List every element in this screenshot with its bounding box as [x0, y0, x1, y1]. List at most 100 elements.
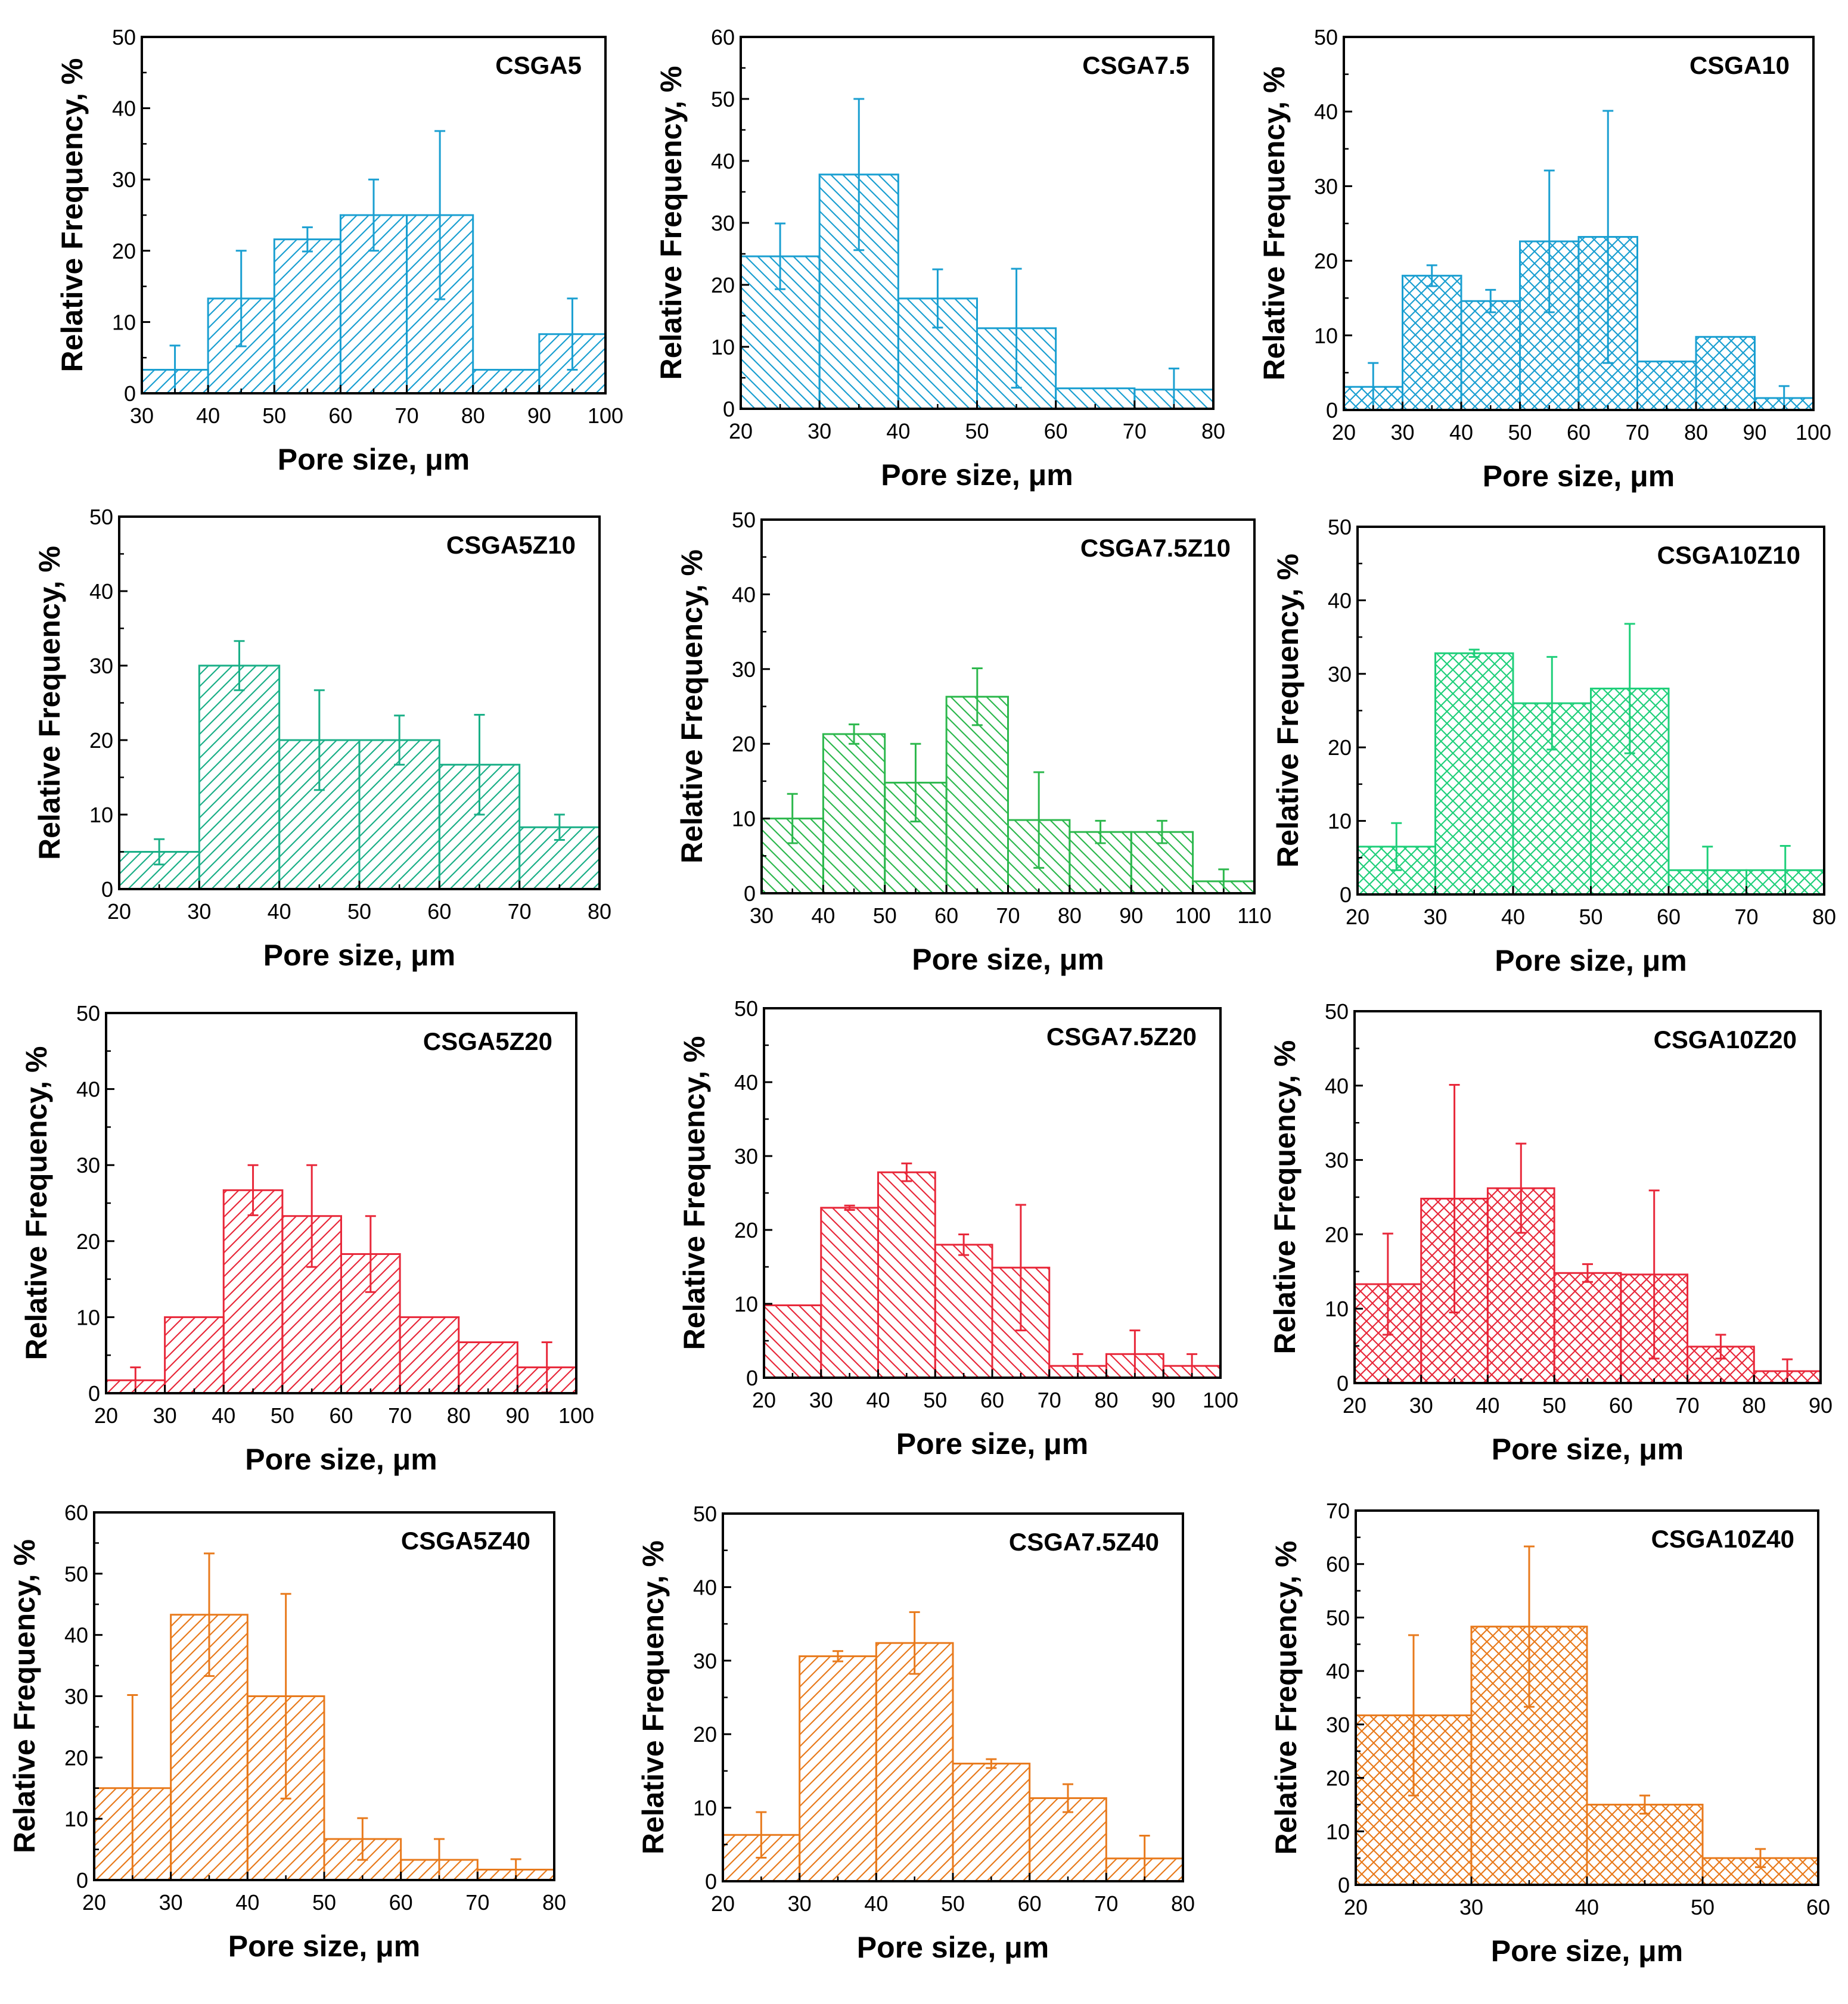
y-tick-label: 40 — [64, 1623, 88, 1648]
x-tick-label: 90 — [1119, 903, 1143, 928]
error-bar — [1449, 1084, 1460, 1313]
x-tick-label: 40 — [1449, 420, 1473, 445]
y-tick-label: 40 — [732, 582, 756, 607]
error-bar — [1468, 648, 1480, 658]
error-bar — [775, 222, 786, 290]
x-axis-label: Pore size, μm — [896, 1427, 1088, 1461]
error-bar — [844, 1204, 855, 1211]
x-tick-label: 20 — [729, 419, 753, 443]
error-bar — [1755, 1848, 1766, 1868]
histogram-bar — [799, 1655, 877, 1882]
y-tick-label: 20 — [1325, 1222, 1349, 1247]
error-bar — [1156, 819, 1167, 844]
chart-panel: 20 30 40 50 60 70 80 0 10 20 30 40 50 CSGA5Z10 Pore si… — [33, 505, 611, 1008]
x-tick-label: 40 — [1501, 905, 1525, 929]
histogram-chart: 30 40 50 60 70 80 90 100 0 10 20 30 40 50 CSGA5 Pore si… — [55, 25, 623, 476]
x-tick-label: 30 — [788, 1891, 812, 1916]
y-tick-label: 30 — [1325, 1148, 1349, 1173]
y-tick-label: 0 — [1340, 883, 1352, 907]
x-tick-label: 60 — [329, 1403, 353, 1428]
y-tick-label: 10 — [711, 335, 735, 359]
histogram-bar — [1434, 652, 1514, 896]
x-tick-label: 80 — [1201, 419, 1225, 443]
y-tick-label: 40 — [1325, 1074, 1349, 1098]
y-axis-label: Relative Frequency, % — [1257, 66, 1291, 380]
x-tick-label: 70 — [388, 1403, 412, 1428]
chart-title: CSGA5Z20 — [423, 1027, 552, 1055]
error-bar — [909, 1611, 920, 1675]
y-tick-label: 30 — [1314, 174, 1338, 198]
error-bar — [853, 98, 865, 251]
x-tick-label: 90 — [1743, 420, 1766, 445]
y-tick-label: 10 — [1314, 324, 1338, 348]
error-bar — [154, 838, 165, 866]
y-axis-label: Relative Frequency, % — [654, 66, 688, 380]
y-tick-label: 30 — [76, 1153, 100, 1177]
x-tick-label: 60 — [980, 1388, 1004, 1412]
chart-title: CSGA5Z40 — [401, 1527, 530, 1555]
error-bar — [1639, 1794, 1650, 1815]
x-tick-label: 70 — [508, 899, 532, 924]
y-tick-label: 20 — [1326, 1766, 1350, 1791]
histogram-bar — [763, 1304, 822, 1379]
x-axis-label: Pore size, μm — [857, 1931, 1049, 1964]
y-tick-label: 10 — [1325, 1297, 1349, 1321]
histogram-bar — [406, 214, 474, 394]
x-tick-label: 100 — [1203, 1388, 1238, 1412]
x-tick-label: 80 — [1742, 1393, 1766, 1418]
chart-panel: 20 30 40 50 60 70 80 90 100 0 10 20 30 40 50 CSGA10 Pore… — [1257, 25, 1831, 529]
y-tick-label: 30 — [732, 657, 756, 682]
y-tick-label: 50 — [64, 1562, 88, 1586]
error-bar — [1408, 1634, 1419, 1797]
y-tick-label: 0 — [1337, 1371, 1349, 1396]
y-tick-label: 30 — [64, 1685, 88, 1709]
x-tick-label: 20 — [1346, 905, 1369, 929]
x-tick-label: 30 — [187, 899, 211, 924]
chart-panel: 20 30 40 50 60 70 80 90 100 0 10 20 30 40 50 CSGA5Z20 Po… — [20, 1001, 594, 1512]
x-tick-label: 20 — [752, 1388, 776, 1412]
histogram-bar — [1586, 1803, 1704, 1886]
x-tick-label: 60 — [1567, 420, 1591, 445]
x-tick-label: 50 — [312, 1890, 336, 1915]
y-tick-label: 0 — [76, 1868, 88, 1893]
chart-title: CSGA7.5Z20 — [1046, 1023, 1197, 1051]
y-tick-label: 0 — [705, 1869, 717, 1894]
chart-panel: 20 30 40 50 60 0 10 20 30 40 50 60 70 CSGA10Z40 Pore s… — [1269, 1499, 1830, 2004]
histogram-bar — [820, 1207, 879, 1379]
error-bar — [567, 297, 578, 371]
x-tick-label: 30 — [1459, 1895, 1483, 1919]
x-tick-label: 60 — [328, 403, 352, 428]
histogram-bar — [1402, 275, 1462, 411]
histogram-bar — [458, 1341, 518, 1394]
histogram-chart: 20 30 40 50 60 70 80 90 100 0 10 20 30 40 50 CSGA5Z20 Po… — [20, 1001, 594, 1476]
chart-title: CSGA5 — [495, 51, 582, 79]
x-tick-label: 30 — [807, 419, 831, 443]
histogram-bar — [1636, 361, 1697, 411]
chart-title: CSGA7.5Z10 — [1080, 534, 1231, 562]
histogram-bar — [1553, 1272, 1622, 1384]
y-axis-label: Relative Frequency, % — [678, 1036, 711, 1350]
error-bar — [234, 640, 245, 691]
y-tick-label: 50 — [693, 1502, 717, 1526]
error-bar — [971, 667, 983, 726]
error-bar — [474, 714, 485, 816]
x-tick-label: 40 — [1476, 1393, 1499, 1418]
y-tick-label: 10 — [693, 1796, 717, 1820]
chart-title: CSGA7.5Z40 — [1009, 1528, 1159, 1556]
error-bar — [313, 689, 325, 791]
error-bar — [986, 1758, 997, 1769]
error-bar — [958, 1233, 970, 1256]
y-tick-label: 10 — [734, 1292, 758, 1316]
x-tick-label: 40 — [864, 1891, 888, 1916]
x-tick-label: 30 — [1423, 905, 1447, 929]
error-bar — [1382, 1232, 1393, 1336]
x-tick-label: 20 — [94, 1403, 118, 1428]
error-bar — [756, 1811, 767, 1859]
error-bar — [787, 793, 798, 844]
x-tick-label: 100 — [588, 403, 623, 428]
x-tick-label: 40 — [1575, 1895, 1599, 1919]
histogram-bar — [1695, 335, 1756, 411]
x-axis-label: Pore size, μm — [228, 1930, 420, 1963]
chart-title: CSGA10Z40 — [1651, 1525, 1794, 1553]
y-tick-label: 30 — [711, 211, 735, 235]
